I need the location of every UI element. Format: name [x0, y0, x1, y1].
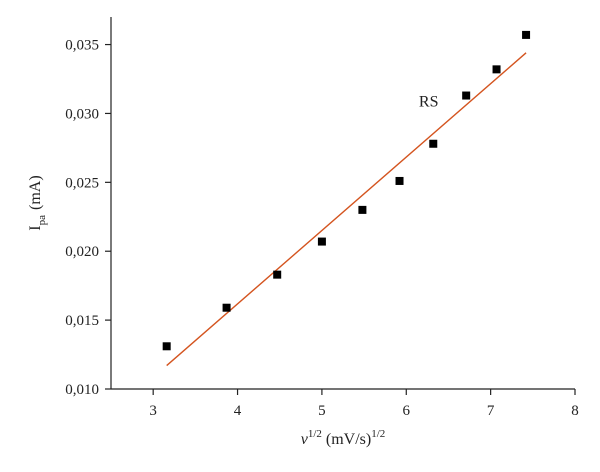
- data-point: [273, 270, 282, 279]
- y-tick-label: 0,035: [65, 38, 99, 54]
- x-tick-label: 7: [487, 403, 495, 419]
- y-ticks: 0,010 0,015 0,020 0,025 0,030 0,035: [65, 38, 111, 398]
- fit-line: [166, 52, 527, 367]
- x-ticks: 3 4 5 6 7 8: [149, 389, 579, 419]
- data-point: [492, 65, 501, 74]
- data-point: [395, 176, 404, 185]
- fit-line-group: [166, 52, 527, 367]
- x-tick-label: 8: [571, 403, 579, 419]
- y-tick-label: 0,020: [65, 244, 99, 260]
- y-tick-label: 0,010: [65, 382, 99, 398]
- plot-frame: [110, 17, 575, 390]
- x-tick-label: 4: [234, 403, 242, 419]
- data-points: [162, 30, 531, 351]
- data-point: [462, 91, 471, 100]
- data-point: [317, 237, 326, 246]
- y-tick-label: 0,015: [65, 313, 99, 329]
- data-point: [429, 139, 438, 148]
- x-tick-label: 6: [403, 403, 411, 419]
- y-axis-label: Ipa(mA): [27, 175, 48, 230]
- y-tick-label: 0,025: [65, 175, 99, 191]
- annotations: RS: [419, 94, 439, 111]
- annotation-rs: RS: [419, 94, 439, 111]
- data-point: [162, 342, 171, 351]
- data-point: [358, 205, 367, 214]
- data-point: [522, 30, 531, 39]
- y-tick-label: 0,030: [65, 106, 99, 122]
- x-axis-label: ν1/2 (mV/s)1/2: [301, 428, 386, 448]
- data-point: [222, 303, 231, 312]
- x-tick-label: 3: [149, 403, 157, 419]
- x-tick-label: 5: [318, 403, 326, 419]
